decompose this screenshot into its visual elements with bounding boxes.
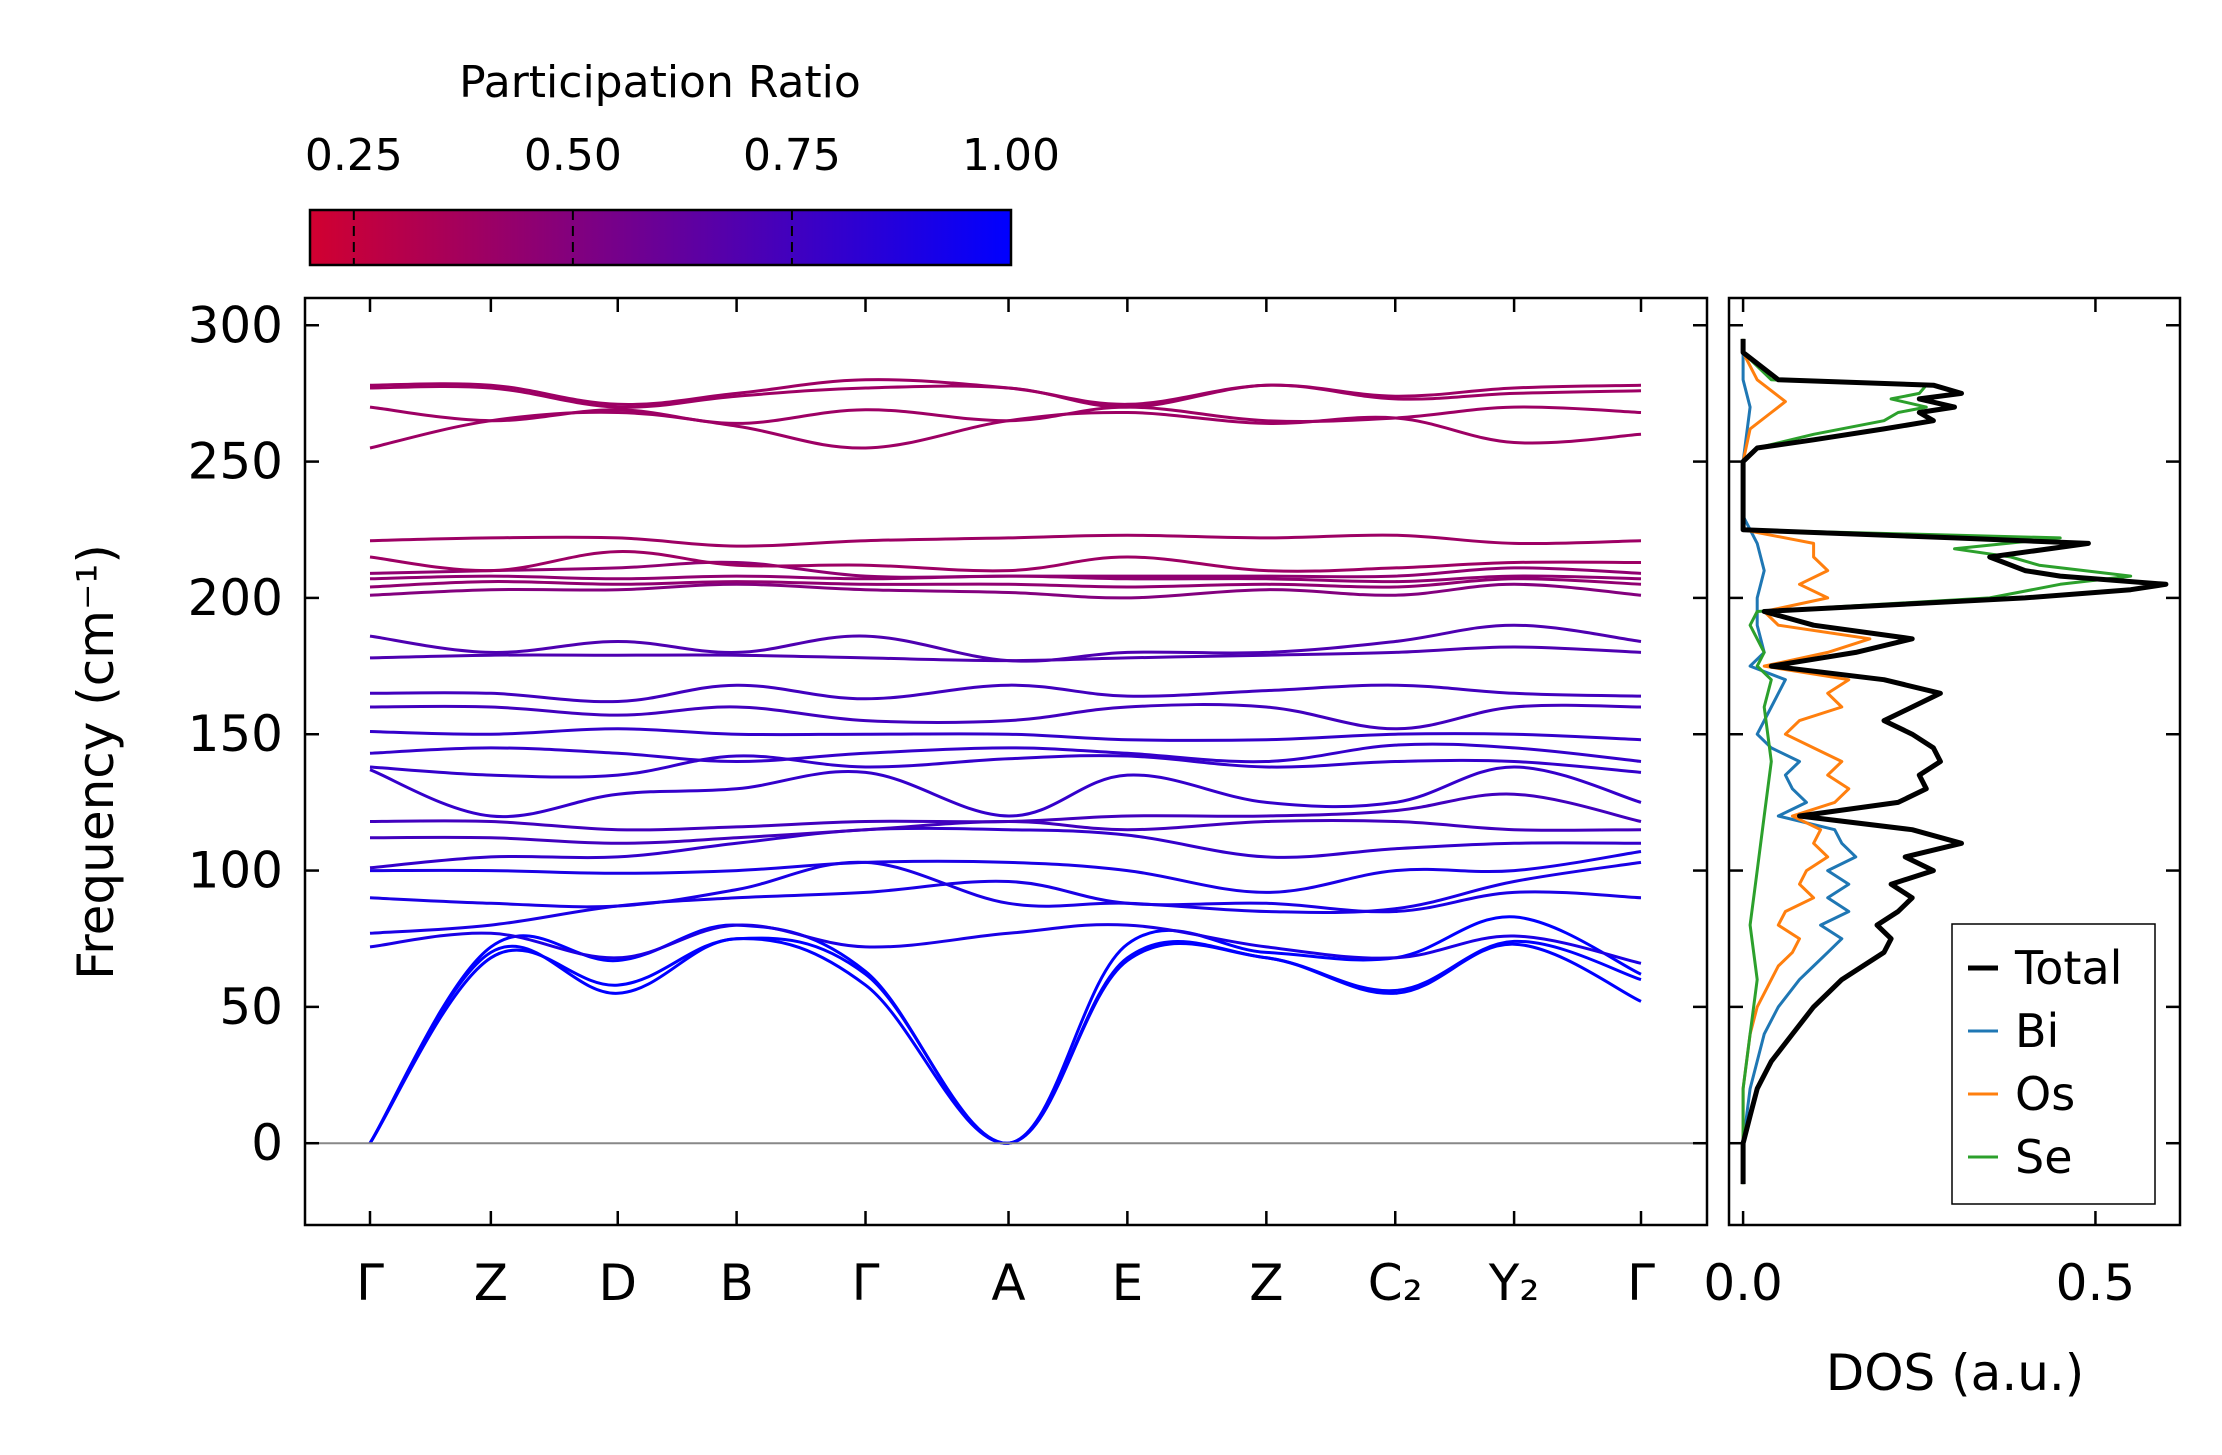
legend-label-total: Total <box>2014 941 2122 995</box>
k-point-label: Z <box>1249 1254 1283 1312</box>
phonon-band-9 <box>369 818 1642 845</box>
dos-series-total <box>1740 338 2169 1185</box>
phonon-band-7 <box>369 850 1642 894</box>
phonon-band-14 <box>369 727 1642 742</box>
phonon-band-24 <box>369 533 1642 548</box>
y-tick-label: 50 <box>219 978 283 1036</box>
colorbar: Participation Ratio 0.25 0.50 0.75 1.00 <box>305 57 1060 267</box>
k-point-label: Γ <box>852 1254 880 1312</box>
colorbar-tick-label: 0.75 <box>743 130 841 181</box>
phonon-band-19 <box>369 582 1642 600</box>
y-tick-label: 250 <box>188 433 283 491</box>
phonon-band-4 <box>369 923 1642 965</box>
k-point-label: D <box>598 1254 637 1312</box>
k-point-label: B <box>719 1254 753 1312</box>
phonon-band-11 <box>369 765 1642 819</box>
legend-label-bi: Bi <box>2015 1004 2059 1058</box>
phonon-band-10 <box>369 792 1642 832</box>
dos-x-tick-label: 0.5 <box>2056 1254 2136 1312</box>
colorbar-gradient <box>308 208 1013 267</box>
y-axis-label: Frequency (cm⁻¹) <box>67 544 125 980</box>
phonon-band-12 <box>369 754 1642 779</box>
phonon-band-6 <box>369 860 1642 914</box>
dos-lines <box>1740 338 2169 1185</box>
legend-label-se: Se <box>2015 1130 2073 1184</box>
y-tick-label: 300 <box>188 296 283 354</box>
k-point-label: E <box>1112 1254 1144 1312</box>
phonon-band-17 <box>369 645 1642 663</box>
colorbar-tick-label: 1.00 <box>962 130 1060 181</box>
phonon-band-18 <box>369 623 1642 663</box>
k-point-label: Γ <box>1627 1254 1655 1312</box>
y-tick-label: 200 <box>188 569 283 627</box>
k-point-label: Y₂ <box>1488 1254 1540 1312</box>
k-point-label: Z <box>474 1254 508 1312</box>
colorbar-tick-label: 0.50 <box>524 130 622 181</box>
legend: Total Bi Os Se <box>1951 923 2156 1205</box>
y-tick-label: 100 <box>188 842 283 900</box>
band-lines <box>368 378 1642 1145</box>
dos-series-se <box>1741 338 2133 1185</box>
dos-panel: 0.0 0.5 DOS (a.u.) Total Bi Os Se <box>1703 296 2182 1402</box>
band-axes-frame <box>303 296 1709 1227</box>
y-tick-label: 150 <box>188 705 283 763</box>
phonon-band-22 <box>369 560 1642 579</box>
dos-series-os <box>1741 338 1872 1185</box>
band-structure-panel: 0 50 100 150 200 250 300 Γ Z D B Γ A E Z C₂ Y₂ Γ Frequenc… <box>67 296 1709 1312</box>
phonon-band-26 <box>369 405 1642 425</box>
legend-label-os: Os <box>2015 1067 2075 1121</box>
x-axis-label-dos: DOS (a.u.) <box>1826 1344 2085 1402</box>
y-tick-label: 0 <box>251 1114 283 1172</box>
k-point-label: Γ <box>356 1254 384 1312</box>
dos-series-bi <box>1741 338 1858 1185</box>
phonon-band-8 <box>369 826 1642 870</box>
dos-x-tick-label: 0.0 <box>1703 1254 1783 1312</box>
k-point-label: A <box>991 1254 1025 1312</box>
dos-axes-frame <box>1727 296 2182 1227</box>
phonon-band-20 <box>369 577 1642 589</box>
phonon-band-13 <box>369 742 1642 764</box>
phonon-band-5 <box>369 879 1642 935</box>
phonon-band-28 <box>369 378 1642 406</box>
phonon-band-25 <box>369 410 1642 450</box>
colorbar-tick-label: 0.25 <box>305 130 403 181</box>
phonon-band-16 <box>369 683 1642 704</box>
phonon-band-15 <box>369 703 1642 731</box>
phonon-band-3 <box>368 915 1642 1145</box>
phonon-band-23 <box>369 550 1642 573</box>
colorbar-title: Participation Ratio <box>459 57 861 108</box>
k-point-label: C₂ <box>1368 1254 1423 1312</box>
